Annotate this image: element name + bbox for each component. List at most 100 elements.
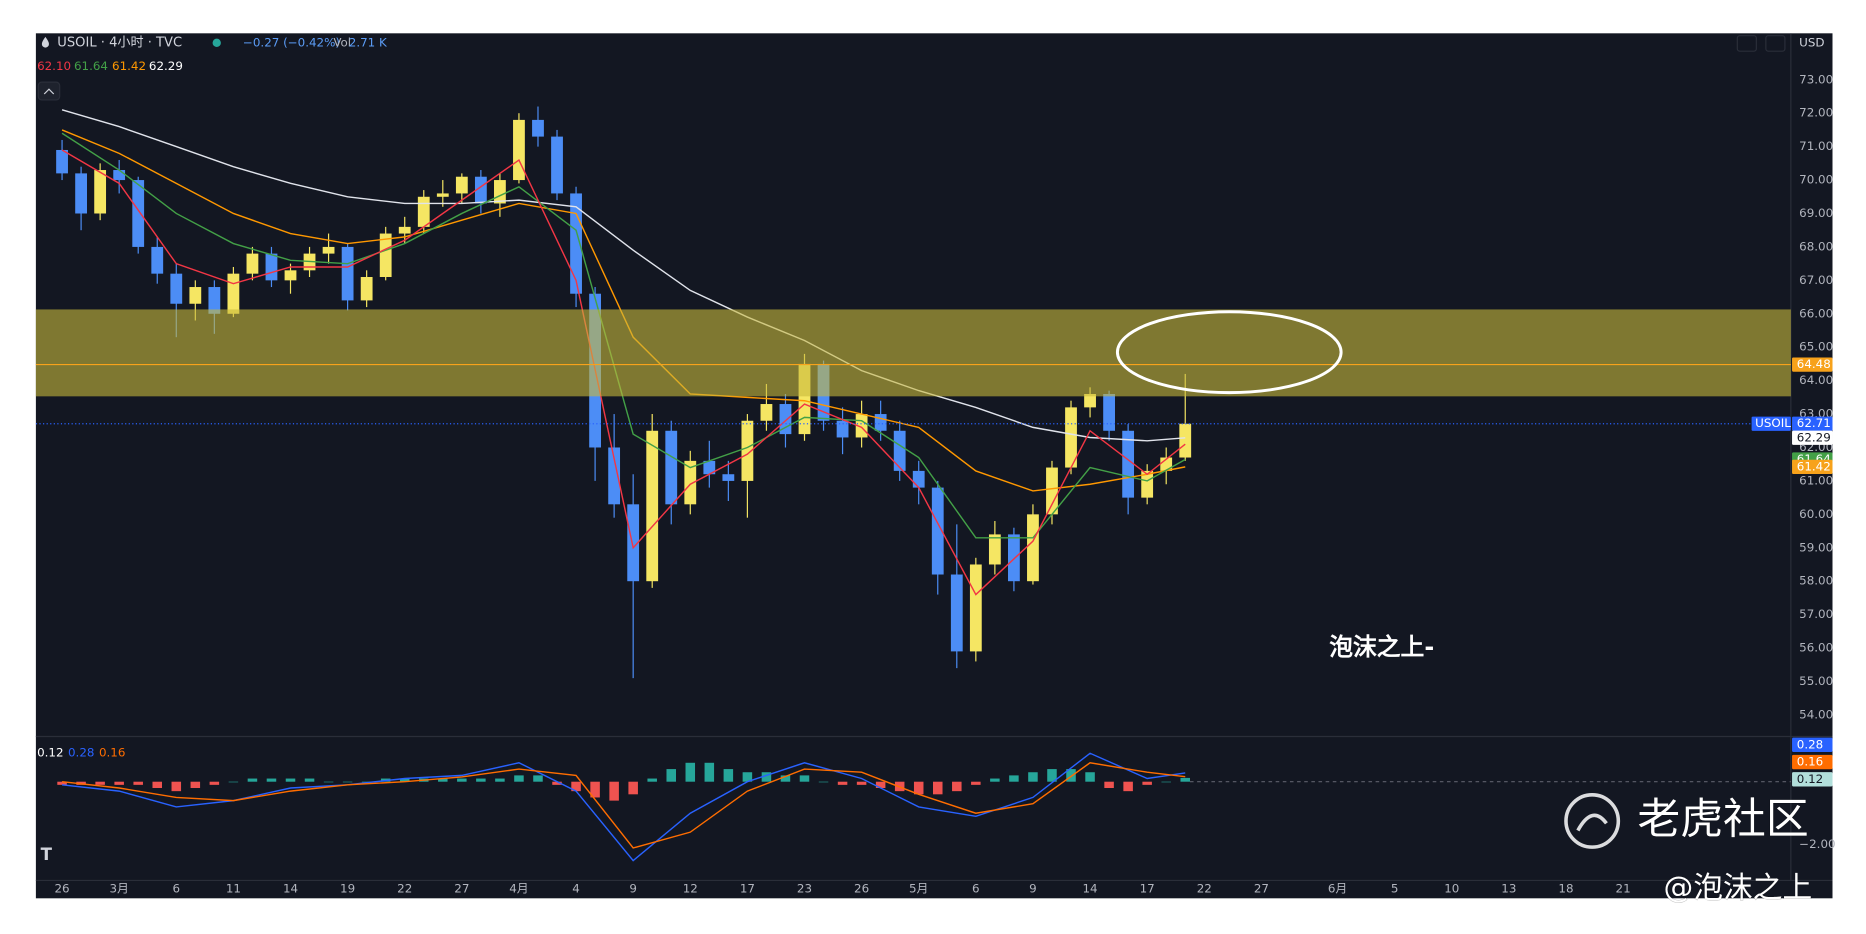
candle-body	[170, 273, 183, 304]
histogram-bar	[1047, 769, 1057, 782]
x-tick-label: 22	[397, 881, 412, 895]
histogram-bar	[856, 781, 867, 785]
histogram-bar	[761, 772, 772, 782]
histogram-bar	[190, 781, 201, 789]
histogram-bar	[742, 772, 753, 782]
candle-body	[513, 119, 525, 181]
annotation: 泡沫之上-	[1329, 633, 1434, 661]
axis-price-tag	[1792, 430, 1833, 445]
histogram-bar	[1180, 777, 1190, 782]
symbol-tag-text: USOIL	[1755, 416, 1791, 430]
histogram-bar	[799, 775, 810, 782]
candle-body	[113, 170, 126, 181]
x-tick-label: 3月	[109, 881, 128, 895]
x-tick-label: 9	[1029, 881, 1037, 895]
x-tick-label: 22	[1197, 881, 1212, 895]
candle-body	[570, 193, 582, 294]
candle-body	[855, 414, 868, 438]
histogram-bar	[228, 781, 239, 783]
toolbar-button[interactable]	[1736, 35, 1757, 52]
candle-body	[779, 404, 792, 435]
chart-background	[35, 33, 1833, 899]
x-tick-label: 14	[1082, 881, 1097, 895]
histogram-bar	[476, 778, 486, 782]
x-tick-label: 6月	[1328, 881, 1347, 895]
y-tick-label: −2.00	[1799, 837, 1835, 851]
histogram-bar	[1066, 769, 1076, 782]
x-tick-label: 27	[1254, 881, 1269, 895]
histogram-bar	[95, 781, 105, 785]
histogram-bar	[1104, 781, 1114, 789]
currency[interactable]: USD	[1799, 35, 1824, 49]
plot-layer: 54.00 55.00 56.00 57.00 58.00 59.00 60.00 61.00…	[35, 72, 1836, 895]
histogram-bar	[495, 778, 505, 782]
histogram-bar	[704, 762, 715, 782]
candle-body	[950, 574, 963, 652]
candle-body	[1179, 423, 1192, 458]
histogram-bar	[266, 778, 277, 782]
toolbar-button[interactable]	[1765, 35, 1786, 52]
histogram-bar	[323, 781, 334, 783]
histogram-bar	[818, 781, 829, 783]
axis-price-tag	[1792, 772, 1833, 787]
candle-body	[379, 233, 392, 278]
x-tick-label: 14	[283, 881, 298, 895]
candle-body	[646, 430, 659, 582]
x-tick-label: 11	[226, 881, 241, 895]
axis-price-tag-text: 62.29	[1797, 430, 1831, 444]
collapse-button[interactable]	[37, 81, 61, 101]
candle-body	[56, 149, 68, 174]
candle-body	[703, 460, 716, 475]
axis-price-tag	[1792, 416, 1833, 431]
x-tick-label: 6	[173, 881, 181, 895]
axis-price-tag	[1792, 357, 1833, 372]
candle-body	[931, 487, 944, 575]
watermark-author: @泡沫之上	[1664, 870, 1813, 905]
axis-price-tag	[1792, 737, 1833, 752]
x-tick-label: 26	[54, 881, 69, 895]
y-tick-label: 58.00	[1799, 574, 1833, 588]
histogram-bar	[1085, 772, 1095, 782]
axis-price-tag-text: 0.12	[1797, 772, 1823, 786]
watermark-brand: 老虎社区	[1637, 795, 1808, 845]
candle-body	[341, 246, 354, 301]
histogram-bar	[438, 778, 448, 782]
candle-body	[627, 504, 640, 582]
candle-body	[132, 180, 145, 247]
histogram-bar	[647, 778, 657, 782]
x-tick-label: 17	[740, 881, 755, 895]
histogram-bar	[552, 781, 562, 785]
candle-body	[1027, 514, 1039, 582]
macd-value: 0.12	[37, 746, 63, 760]
volume-label: Vol	[333, 35, 351, 49]
histogram-bar	[590, 781, 600, 798]
candle-body	[360, 277, 373, 301]
ma-value: 61.42	[112, 59, 146, 73]
histogram-bar	[533, 775, 543, 782]
candle-body	[75, 173, 87, 214]
histogram-bar	[628, 781, 638, 795]
y-tick-label: 71.00	[1799, 139, 1833, 153]
candle-body	[1046, 467, 1058, 515]
highlight-ellipse	[1115, 310, 1343, 395]
x-tick-label: 19	[340, 881, 355, 895]
x-tick-label: 26	[854, 881, 869, 895]
histogram-bar	[571, 781, 581, 792]
candle-body	[398, 226, 411, 234]
indicator-line	[61, 149, 1186, 596]
histogram-bar	[837, 781, 848, 785]
histogram-bar	[933, 781, 943, 795]
histogram-bar	[971, 781, 981, 785]
candle-body	[874, 414, 887, 431]
histogram-bar	[1009, 775, 1019, 782]
ma-value: 62.29	[149, 59, 183, 73]
candle-body	[551, 136, 563, 194]
y-tick-label: 66.00	[1799, 306, 1833, 320]
collapse-icon	[43, 88, 55, 95]
x-tick-label: 4月	[509, 881, 528, 895]
histogram-bar	[152, 781, 163, 789]
volume: 2.71 K	[349, 35, 388, 49]
x-tick-label: 13	[1501, 881, 1516, 895]
candle-body	[227, 273, 240, 314]
candle-body	[189, 287, 202, 304]
